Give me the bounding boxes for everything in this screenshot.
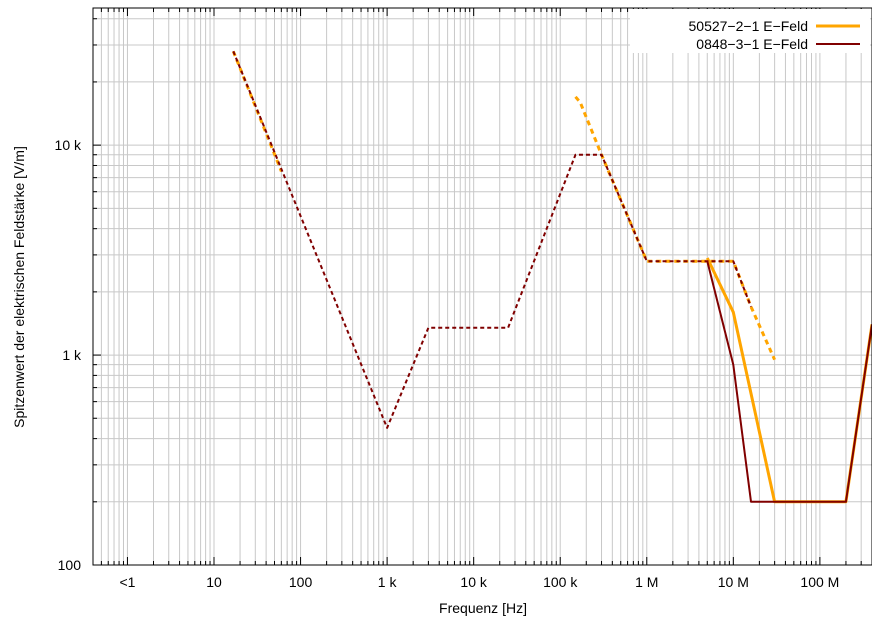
y-tick-label: 100 bbox=[58, 557, 82, 573]
x-tick-label: 10 M bbox=[718, 574, 749, 590]
x-tick-label: 100 M bbox=[800, 574, 839, 590]
legend: 50527−2−1 E−Feld 0848−3−1 E−Feld bbox=[630, 9, 870, 53]
legend-label-2: 0848−3−1 E−Feld bbox=[696, 36, 808, 52]
x-tick-label: 100 k bbox=[543, 574, 578, 590]
plot-frame bbox=[92, 7, 872, 566]
y-tick-label: 10 k bbox=[55, 137, 82, 153]
series-line-2-solid bbox=[706, 260, 872, 503]
x-tick-label: 100 bbox=[289, 574, 313, 590]
x-tick-label: 1 k bbox=[378, 574, 398, 590]
legend-label-1: 50527−2−1 E−Feld bbox=[689, 18, 809, 34]
x-axis-label: Frequenz [Hz] bbox=[439, 600, 527, 616]
grid bbox=[92, 8, 872, 566]
x-tick-label: <1 bbox=[119, 574, 135, 590]
series-line-2-dashed bbox=[232, 50, 752, 429]
x-tick-label: 10 bbox=[206, 574, 222, 590]
x-tick-label: 1 M bbox=[635, 574, 658, 590]
x-tick-label: 10 k bbox=[460, 574, 487, 590]
series-lines bbox=[231, 50, 872, 504]
y-tick-label: 1 k bbox=[62, 347, 82, 363]
legend-box bbox=[630, 9, 870, 53]
y-axis-label: Spitzenwert der elektrischen Feldstärke … bbox=[11, 146, 27, 428]
tick-labels: <1 10 100 1 k 10 k 100 k 1 M 10 M 100 M 100 1 k 10 … bbox=[55, 137, 840, 590]
